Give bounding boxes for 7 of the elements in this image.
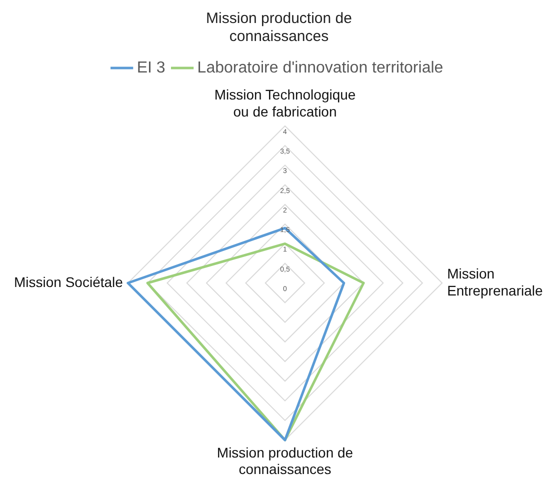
chart-title: Mission production de connaissances [206, 10, 352, 46]
legend-label: Laboratoire d'innovation territoriale [197, 59, 444, 76]
legend-label: EI 3 [136, 59, 166, 76]
spoke-label: Mission Entreprenariale [447, 265, 543, 298]
spoke-label: Mission production de connaissances [216, 444, 354, 478]
spoke-label: Mission Sociétale [14, 274, 124, 290]
spoke-label: Mission Technologique ou de fabrication [214, 86, 356, 120]
